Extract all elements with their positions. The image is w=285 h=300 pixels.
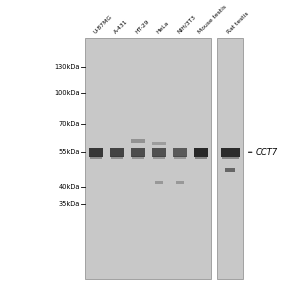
Text: Rat testis: Rat testis [227,11,250,35]
Bar [195,156,207,159]
Bar [194,148,207,157]
Text: HT-29: HT-29 [134,19,150,35]
Bar [131,148,145,157]
Bar [173,148,187,157]
Text: Mouse testis: Mouse testis [197,4,228,35]
Bar [90,156,102,159]
Text: 55kDa: 55kDa [58,149,80,155]
Bar [174,156,186,159]
Text: A-431: A-431 [113,19,129,35]
Text: HeLa: HeLa [155,20,170,35]
Text: 100kDa: 100kDa [54,90,80,96]
Text: CCT7: CCT7 [256,148,278,157]
Bar [85,38,211,279]
Bar [152,148,166,157]
Text: 130kDa: 130kDa [54,64,80,70]
Bar [221,156,239,159]
Bar [176,181,184,184]
Bar [111,156,123,159]
Bar [221,148,240,157]
Text: 35kDa: 35kDa [58,201,80,207]
Bar [153,156,165,159]
Text: 40kDa: 40kDa [58,184,80,190]
Bar [225,168,235,172]
Bar [217,38,243,279]
Bar [89,148,103,157]
Bar [152,142,166,146]
Text: U-87MG: U-87MG [92,14,113,35]
Text: 70kDa: 70kDa [58,122,80,128]
Bar [110,148,124,157]
Bar [131,139,145,143]
Bar [155,181,162,184]
Bar [132,156,144,159]
Text: NIH/3T3: NIH/3T3 [176,14,197,35]
